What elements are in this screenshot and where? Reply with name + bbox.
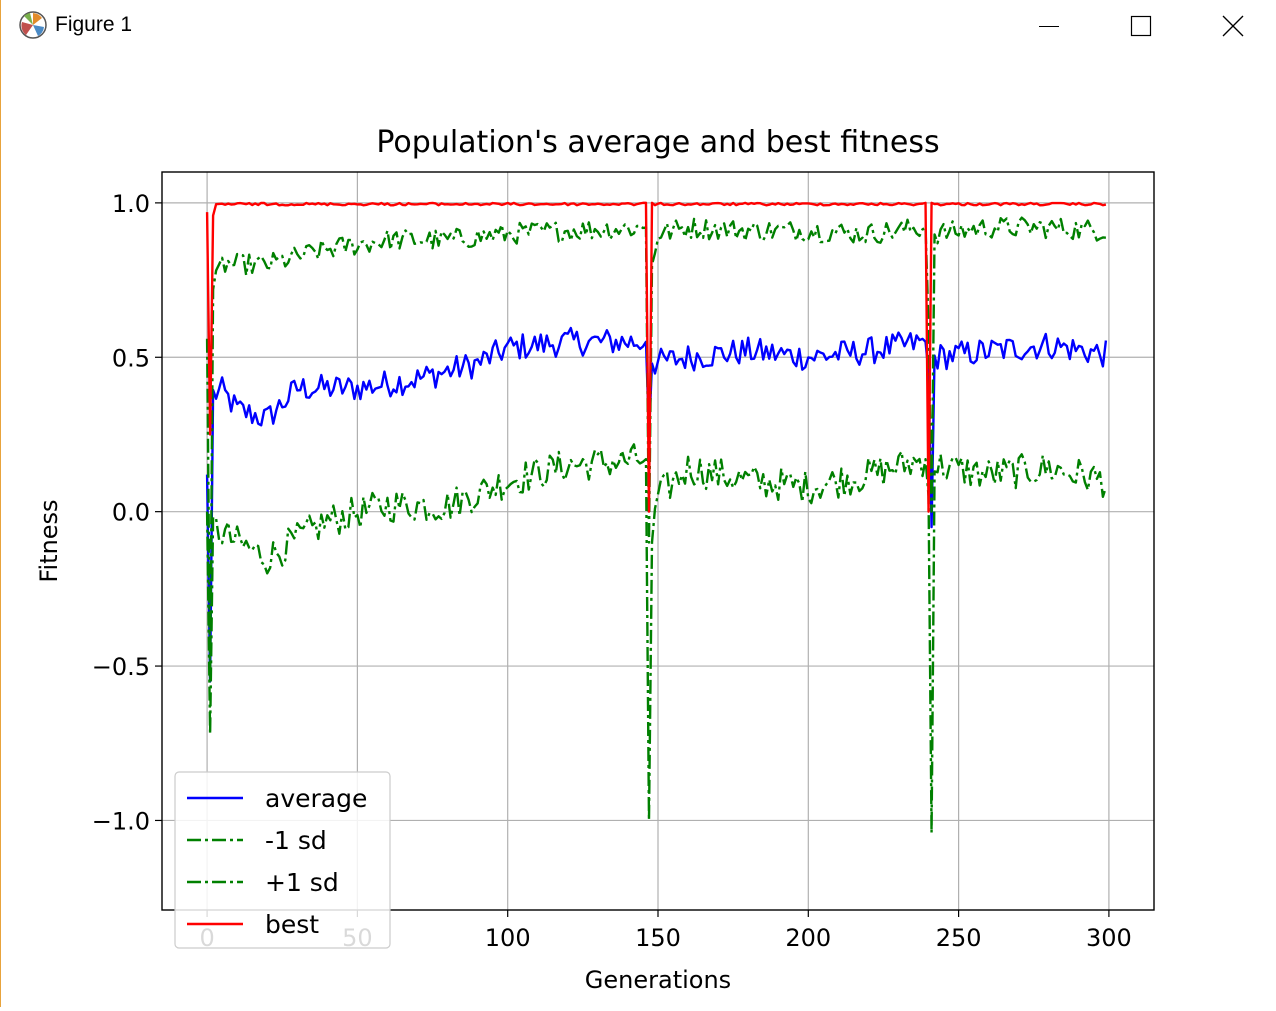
legend: average -1 sd +1 sd best bbox=[174, 771, 391, 949]
close-icon bbox=[1222, 15, 1244, 37]
window-titlebar: Figure 1 bbox=[1, 0, 1276, 52]
y-tick-label: 0.0 bbox=[112, 499, 150, 527]
x-tick-label: 150 bbox=[635, 924, 681, 952]
series-line-average bbox=[205, 326, 1108, 683]
legend-label: average bbox=[265, 784, 367, 813]
figure-canvas: 050100150200250300−1.0−0.50.00.51.0 Popu… bbox=[1, 52, 1276, 1007]
y-tick-label: 0.5 bbox=[112, 344, 150, 372]
minimize-button[interactable] bbox=[1003, 0, 1095, 52]
series-line-best bbox=[205, 201, 1107, 513]
y-tick-label: −0.5 bbox=[92, 653, 150, 681]
maximize-icon bbox=[1130, 15, 1152, 37]
legend-label: best bbox=[265, 910, 319, 939]
chart-title: Population's average and best fitness bbox=[376, 125, 939, 160]
legend-label: -1 sd bbox=[265, 826, 327, 855]
matplotlib-logo-icon bbox=[19, 11, 47, 39]
y-tick-label: 1.0 bbox=[112, 190, 150, 218]
y-tick-label: −1.0 bbox=[92, 807, 150, 835]
series-line-1-sd bbox=[205, 443, 1108, 834]
y-axis-label: Fitness bbox=[35, 499, 63, 582]
window-border bbox=[0, 0, 1, 1007]
minimize-icon bbox=[1039, 26, 1059, 27]
x-tick-label: 100 bbox=[485, 924, 531, 952]
fitness-chart: 050100150200250300−1.0−0.50.00.51.0 Popu… bbox=[35, 125, 1155, 994]
legend-label: +1 sd bbox=[265, 868, 339, 897]
x-axis-label: Generations bbox=[585, 966, 731, 994]
x-tick-label: 300 bbox=[1086, 924, 1132, 952]
window-title: Figure 1 bbox=[55, 13, 133, 36]
x-tick-label: 250 bbox=[936, 924, 982, 952]
maximize-button[interactable] bbox=[1095, 0, 1187, 52]
close-button[interactable] bbox=[1187, 0, 1276, 52]
x-tick-label: 200 bbox=[785, 924, 831, 952]
series-line-1-sd bbox=[205, 216, 1106, 683]
series-layer bbox=[205, 201, 1108, 834]
legend-box bbox=[174, 771, 391, 949]
